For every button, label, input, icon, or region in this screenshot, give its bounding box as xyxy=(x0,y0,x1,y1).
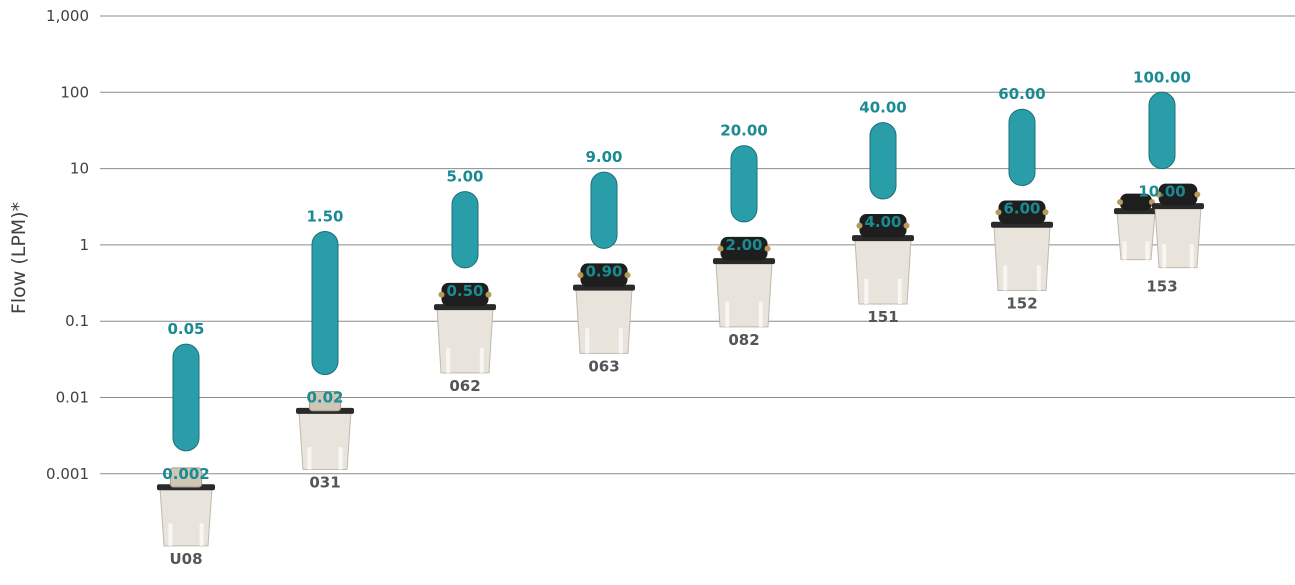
pump-image xyxy=(713,236,775,328)
range-bar xyxy=(311,230,339,376)
category-label: 082 xyxy=(728,331,759,349)
low-value-label: 0.50 xyxy=(446,282,483,300)
value-labels: 0.05 0.002 1.50 0.02 5.00 0.50 9.00 0.90 20.00 2.… xyxy=(162,68,1191,483)
y-tick-label: 10 xyxy=(70,160,89,178)
y-tick-label: 1,000 xyxy=(46,7,89,25)
range-bar xyxy=(730,145,758,223)
y-tick-labels: 1,000 100 10 1 0.1 0.01 0.001 xyxy=(46,7,89,483)
high-value-label: 5.00 xyxy=(446,168,483,186)
low-value-label: 2.00 xyxy=(725,236,762,254)
range-bar xyxy=(1148,91,1176,170)
high-value-label: 9.00 xyxy=(585,148,622,166)
y-tick-label: 1 xyxy=(79,236,89,254)
low-value-label: 0.02 xyxy=(306,389,343,407)
category-label: 062 xyxy=(449,377,480,395)
range-bar xyxy=(1008,108,1036,187)
category-label: 152 xyxy=(1006,295,1037,313)
y-tick-label: 0.001 xyxy=(46,465,89,483)
high-value-label: 1.50 xyxy=(306,207,343,225)
low-value-label: 0.90 xyxy=(585,262,622,280)
range-bar xyxy=(451,191,479,269)
range-bar xyxy=(172,343,200,452)
category-label: 153 xyxy=(1146,278,1177,296)
pump-images xyxy=(157,183,1204,547)
category-labels: U08 031 062 063 082 151 152 153 xyxy=(169,278,1177,568)
low-value-label: 6.00 xyxy=(1003,200,1040,218)
low-value-label: 10.00 xyxy=(1138,183,1185,201)
category-label: 151 xyxy=(867,308,898,326)
grid-layer xyxy=(100,15,1295,475)
category-label: 031 xyxy=(309,474,340,492)
high-value-label: 60.00 xyxy=(998,85,1045,103)
pump-image xyxy=(573,263,635,354)
y-axis-label: Flow (LPM)* xyxy=(8,202,30,314)
range-bar xyxy=(590,171,618,249)
pump-image xyxy=(852,213,914,305)
category-label: U08 xyxy=(169,550,202,568)
low-value-label: 0.002 xyxy=(162,465,209,483)
high-value-label: 20.00 xyxy=(720,122,767,140)
pump-image xyxy=(157,467,215,547)
high-value-label: 40.00 xyxy=(859,99,906,117)
pump-image xyxy=(296,391,354,471)
y-tick-label: 0.01 xyxy=(56,389,89,407)
category-label: 063 xyxy=(588,357,619,375)
y-tick-label: 0.1 xyxy=(65,312,89,330)
range-bar xyxy=(869,122,897,200)
pump-image xyxy=(991,200,1053,292)
high-value-label: 0.05 xyxy=(167,320,204,338)
pump-image xyxy=(1152,183,1204,269)
low-value-label: 4.00 xyxy=(864,213,901,231)
pump-image xyxy=(1114,193,1158,261)
range-bars xyxy=(172,91,1176,452)
pump-image xyxy=(434,282,496,374)
y-tick-label: 100 xyxy=(60,83,89,101)
high-value-label: 100.00 xyxy=(1133,68,1191,86)
